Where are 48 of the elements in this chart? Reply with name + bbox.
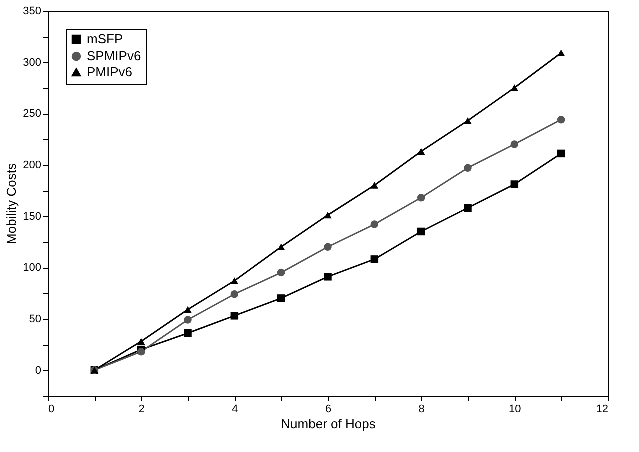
point (324, 243, 332, 251)
point (557, 50, 566, 56)
point (557, 116, 566, 124)
point (370, 256, 379, 264)
y-tick-label: 50 (29, 314, 42, 326)
x-tick-label: 8 (418, 404, 425, 416)
x-tick-label: 12 (596, 404, 608, 416)
point (510, 140, 519, 148)
point (230, 278, 239, 284)
point (464, 118, 472, 124)
y-tick-label: 0 (35, 364, 42, 377)
x-tick-label: 10 (509, 404, 522, 416)
point (184, 306, 192, 314)
x-tick-label: 4 (232, 404, 238, 416)
point (277, 244, 286, 250)
legend-label: SPMIPv6 (87, 48, 142, 64)
point (184, 330, 192, 338)
point (324, 212, 332, 219)
point (277, 268, 286, 277)
y-tick-label: 200 (23, 160, 42, 172)
point (184, 316, 192, 324)
y-tick-label: 350 (23, 6, 42, 18)
point (417, 194, 426, 202)
legend-label: PMIPv6 (87, 64, 133, 80)
x-tick-label: 0 (48, 404, 55, 416)
y-tick-label: 100 (23, 262, 42, 274)
point (417, 228, 426, 236)
point (370, 182, 379, 189)
legend-label: mSFP (87, 32, 124, 46)
point (230, 290, 239, 298)
point (137, 338, 146, 345)
point (324, 273, 332, 281)
point (464, 204, 472, 212)
point (510, 84, 519, 92)
point (510, 180, 519, 188)
point (230, 312, 239, 320)
x-tick-label: 6 (325, 404, 332, 416)
point (557, 150, 566, 158)
y-axis-title: Mobility Costs (4, 163, 20, 244)
point (417, 148, 426, 156)
y-tick-label: 150 (23, 210, 42, 223)
point (277, 294, 286, 302)
y-tick-label: 250 (23, 108, 42, 120)
x-axis-title: Number of Hops (281, 416, 376, 432)
point (370, 220, 379, 228)
x-tick-label: 2 (138, 404, 145, 416)
y-tick-label: 300 (23, 56, 42, 69)
point (464, 164, 472, 172)
